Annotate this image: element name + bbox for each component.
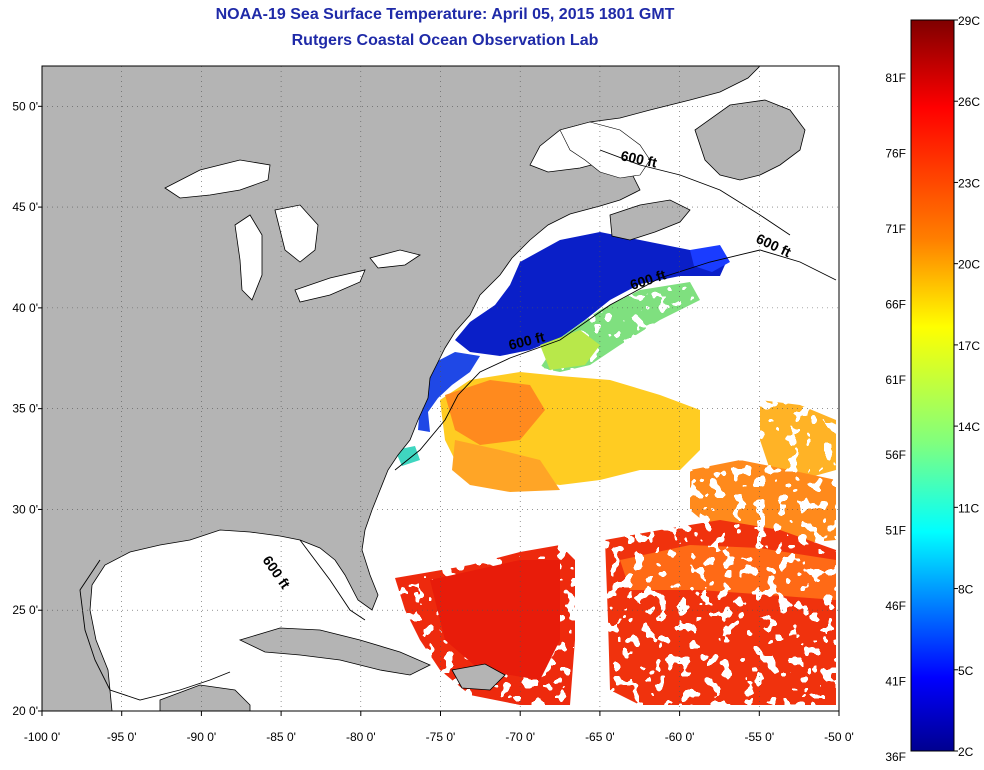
- sst-east-warm: [760, 400, 836, 480]
- map-subtitle: Rutgers Coastal Ocean Observation Lab: [291, 32, 599, 49]
- lon-tick-label: -100 0': [24, 730, 60, 744]
- colorbar-celsius-label: 20C: [958, 258, 980, 272]
- colorbar-celsius-label: 26C: [958, 95, 980, 109]
- isobath-gulf-east: [299, 539, 366, 621]
- colorbar-celsius-label: 5C: [958, 664, 974, 678]
- isobath-gulf: [79, 559, 231, 701]
- colorbar-fahrenheit-label: 61F: [885, 373, 906, 387]
- lake-michigan: [234, 214, 263, 301]
- colorbar-fahrenheit-label: 36F: [885, 750, 906, 764]
- yucatan: [159, 684, 251, 711]
- lon-tick-label: -95 0': [107, 730, 137, 744]
- lake-erie: [294, 269, 366, 303]
- colorbar-fahrenheit-label: 76F: [885, 146, 906, 160]
- lat-tick-label: 25 0': [12, 603, 38, 617]
- sst-south-warm-east-orange: [620, 545, 836, 600]
- isobath-600ft: [79, 149, 837, 701]
- isobath-label: 600 ft: [619, 147, 658, 170]
- longitude-axis: -100 0' -95 0' -90 0' -85 0' -80 0' -75 0' -70…: [24, 711, 854, 744]
- lon-tick-label: -50 0': [824, 730, 854, 744]
- lon-tick-label: -85 0': [266, 730, 296, 744]
- nova-scotia: [609, 199, 691, 241]
- great-lakes: [164, 159, 421, 303]
- colorbar-fahrenheit-label: 71F: [885, 222, 906, 236]
- lon-tick-label: -65 0': [585, 730, 615, 744]
- colorbar-celsius-label: 29C: [958, 14, 980, 28]
- newfoundland: [694, 99, 806, 181]
- colorbar-fahrenheit-label: 46F: [885, 599, 906, 613]
- hispaniola: [451, 663, 506, 691]
- colorbar-labels: 29C 26C 23C 20C 17C 14C 11C 8C 5C 2C 81F 76F 71F 66F 6…: [885, 14, 980, 764]
- north-america: [42, 66, 761, 711]
- lat-tick-label: 35 0': [12, 402, 38, 416]
- colorbar-fahrenheit-label: 66F: [885, 297, 906, 311]
- map-title: NOAA-19 Sea Surface Temperature: April 0…: [215, 6, 675, 23]
- sst-cold-shelf-south: [418, 352, 480, 432]
- lat-tick-label: 20 0': [12, 704, 38, 718]
- colorbar-celsius-label: 14C: [958, 420, 980, 434]
- lon-tick-label: -55 0': [744, 730, 774, 744]
- colorbar-fahrenheit-label: 51F: [885, 524, 906, 538]
- lat-tick-label: 50 0': [12, 99, 38, 113]
- colorbar-fahrenheit-label: 81F: [885, 71, 906, 85]
- sst-cold-shelf: [455, 232, 728, 356]
- colorbar: [910, 19, 955, 752]
- latitude-axis: 20 0' 25 0' 30 0' 35 0' 40 0' 45 0' 50 0': [12, 99, 42, 718]
- sst-south-warm-west-solid: [430, 560, 560, 680]
- lake-huron: [274, 204, 319, 263]
- lat-tick-label: 40 0': [12, 301, 38, 315]
- isobath-canada: [599, 149, 791, 236]
- lake-ontario: [369, 249, 421, 269]
- gulf-st-lawrence: [559, 121, 651, 179]
- lake-superior: [164, 159, 271, 199]
- colorbar-celsius-label: 17C: [958, 339, 980, 353]
- land-layer: [42, 66, 806, 711]
- colorbar-celsius-label: 2C: [958, 745, 974, 759]
- colorbar-celsius-label: 11C: [958, 501, 979, 515]
- lon-tick-label: -90 0': [187, 730, 217, 744]
- cuba: [238, 627, 431, 676]
- colorbar-celsius-label: 23C: [958, 176, 980, 190]
- colorbar-celsius-label: 8C: [958, 583, 974, 597]
- lat-tick-label: 30 0': [12, 502, 38, 516]
- isobath-atlantic: [394, 249, 837, 471]
- colorbar-fahrenheit-label: 41F: [885, 675, 906, 689]
- lon-tick-label: -80 0': [346, 730, 376, 744]
- sst-gulf-stream-edge: [452, 440, 560, 492]
- lon-tick-label: -75 0': [426, 730, 456, 744]
- lat-tick-label: 45 0': [12, 200, 38, 214]
- lon-tick-label: -70 0': [505, 730, 535, 744]
- lon-tick-label: -60 0': [665, 730, 695, 744]
- colorbar-fahrenheit-label: 56F: [885, 448, 906, 462]
- sst-slope-water-2: [540, 330, 600, 370]
